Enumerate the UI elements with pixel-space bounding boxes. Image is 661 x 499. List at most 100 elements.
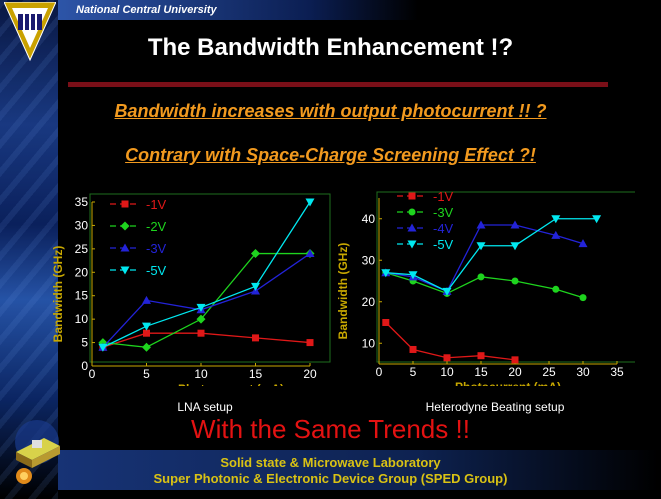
data-point — [443, 354, 451, 362]
x-tick-label: 5 — [410, 365, 417, 379]
university-logo — [4, 2, 56, 62]
data-point — [511, 277, 519, 285]
y-tick-label: 35 — [75, 195, 89, 209]
series-line — [102, 332, 311, 348]
x-axis-label: Photocurrent (mA) — [455, 380, 561, 386]
x-tick-label: 15 — [474, 365, 488, 379]
header-bar — [58, 0, 418, 20]
data-point — [552, 285, 560, 293]
data-point — [477, 273, 485, 281]
same-trends-text: With the Same Trends !! — [191, 414, 470, 444]
data-point — [579, 294, 587, 302]
data-point — [197, 329, 205, 337]
legend-marker — [408, 192, 416, 200]
y-tick-label: 15 — [75, 289, 89, 303]
title-divider — [68, 82, 608, 87]
y-tick-label: 30 — [75, 218, 89, 232]
data-point — [142, 322, 151, 331]
y-tick-label: 20 — [362, 295, 376, 309]
x-tick-label: 25 — [542, 365, 556, 379]
y-tick-label: 5 — [81, 336, 88, 350]
x-tick-label: 0 — [376, 365, 383, 379]
y-tick-label: 0 — [81, 359, 88, 373]
data-point — [592, 215, 602, 224]
legend-marker — [407, 223, 417, 232]
data-point — [143, 329, 150, 337]
y-axis-label: Bandwidth (GHz) — [51, 246, 65, 343]
legend-marker — [121, 200, 129, 208]
data-point — [305, 198, 315, 207]
subtitle-space-charge: Contrary with Space-Charge Screening Eff… — [125, 145, 536, 165]
legend-label: -5V — [433, 237, 454, 252]
x-tick-label: 30 — [576, 365, 590, 379]
y-axis-label: Bandwidth (GHz) — [336, 243, 350, 340]
x-tick-label: 5 — [143, 367, 150, 381]
data-point — [510, 242, 520, 251]
lna-bandwidth-chart: 0 5 10 15 20 0 5 10 15 20 25 30 35 Photocurrent (mA) B… — [51, 193, 331, 386]
y-tick-label: 25 — [75, 242, 89, 256]
legend-label: -5V — [146, 263, 167, 278]
data-point — [442, 287, 452, 296]
x-tick-label: 0 — [89, 367, 96, 381]
legend-label: -3V — [146, 241, 167, 256]
data-point — [477, 352, 485, 360]
university-name: National Central University — [76, 4, 217, 16]
footer-bar — [58, 450, 658, 490]
series-line — [385, 218, 597, 293]
x-tick-label: 15 — [249, 367, 263, 381]
lab-name: Solid state & Microwave Laboratory — [220, 455, 441, 470]
data-point — [251, 282, 260, 291]
y-tick-label: 40 — [362, 212, 376, 226]
x-tick-label: 10 — [440, 365, 454, 379]
decorative-side-stripe — [0, 0, 58, 499]
heterodyne-caption: Heterodyne Beating setup — [425, 400, 565, 414]
x-tick-label: 10 — [194, 367, 208, 381]
data-point — [382, 319, 390, 326]
legend-label: -2V — [146, 219, 167, 234]
legend-marker — [408, 208, 416, 216]
plot-frame — [89, 193, 331, 363]
data-point — [408, 271, 418, 280]
data-point — [476, 242, 486, 251]
data-point — [251, 249, 260, 259]
legend-label: -3V — [433, 205, 454, 220]
data-point — [252, 334, 259, 342]
data-point — [305, 249, 315, 258]
legend-marker — [120, 266, 130, 275]
legend-marker — [407, 240, 417, 249]
data-point — [511, 356, 519, 364]
legend-label: -4V — [433, 221, 454, 236]
legend-marker — [120, 243, 130, 252]
subtitle-bandwidth: Bandwidth increases with output photocur… — [114, 101, 547, 121]
data-point — [510, 220, 520, 229]
data-point — [142, 295, 151, 304]
y-tick-label: 10 — [75, 312, 89, 326]
x-tick-label: 20 — [508, 365, 522, 379]
data-point — [306, 339, 314, 347]
data-point — [196, 303, 206, 312]
data-point — [196, 314, 206, 324]
series-line — [385, 322, 516, 361]
data-point — [476, 220, 486, 229]
y-tick-label: 10 — [362, 336, 376, 350]
data-point — [381, 269, 391, 278]
heterodyne-bandwidth-chart: 0 5 10 15 20 25 30 35 10 20 30 40 Photocurrent (mA) B… — [336, 189, 635, 386]
data-point — [578, 239, 588, 248]
data-point — [551, 230, 561, 239]
x-tick-label: 20 — [303, 367, 317, 381]
group-name: Super Photonic & Electronic Device Group… — [153, 471, 508, 486]
y-tick-label: 30 — [362, 253, 376, 267]
plot-frame — [376, 191, 635, 363]
lna-caption: LNA setup — [177, 400, 233, 414]
data-point — [98, 343, 108, 352]
legend-label: -1V — [433, 189, 454, 204]
legend-marker — [120, 221, 130, 231]
x-axis-label: Photocurrent (mA) — [178, 382, 284, 386]
slide-title: The Bandwidth Enhancement !? — [147, 34, 514, 61]
y-tick-label: 20 — [75, 265, 89, 279]
legend-label: -1V — [146, 197, 167, 212]
data-point — [142, 342, 151, 352]
x-tick-label: 35 — [610, 365, 624, 379]
data-point — [409, 345, 417, 353]
device-illustration — [15, 420, 60, 484]
